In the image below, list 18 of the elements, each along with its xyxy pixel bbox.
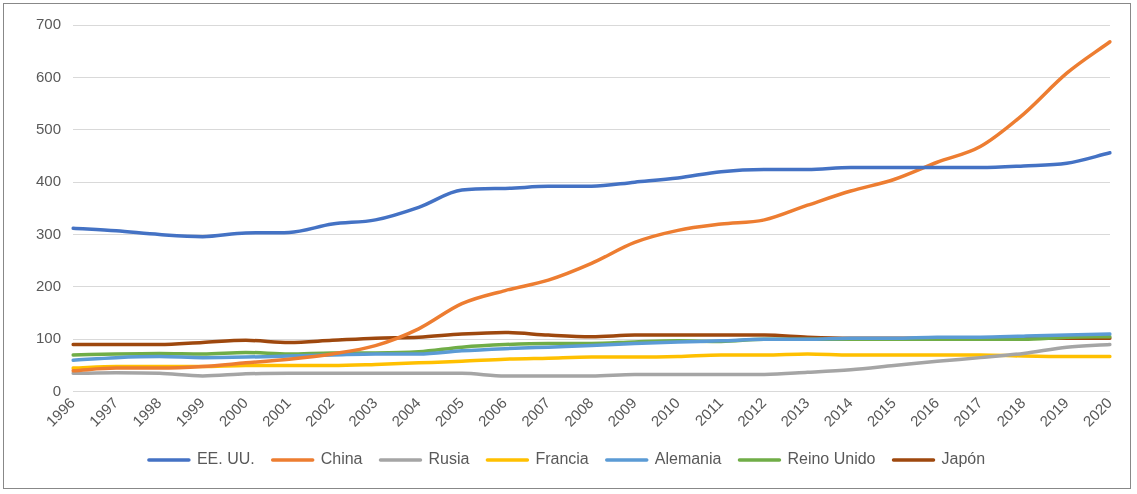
line-series <box>71 342 1112 378</box>
legend-label: Francia <box>535 450 589 468</box>
y-tick-label: 100 <box>36 329 62 347</box>
line-series <box>71 40 1112 373</box>
legend-label: Japón <box>941 450 986 468</box>
y-tick-label: 300 <box>36 224 62 242</box>
y-tick-label: 400 <box>36 172 62 190</box>
y-tick-label: 200 <box>36 277 62 295</box>
legend-label: EE. UU. <box>196 450 255 468</box>
y-tick-label: 500 <box>36 119 62 137</box>
legend-label: Alemania <box>654 450 722 468</box>
y-tick-label: 0 <box>52 381 62 399</box>
y-tick-label: 700 <box>36 15 62 33</box>
legend-label: Rusia <box>428 450 470 468</box>
legend-label: China <box>320 450 363 468</box>
legend-label: Reino Unido <box>787 450 876 468</box>
line-series <box>71 151 1112 239</box>
y-tick-label: 600 <box>36 67 62 85</box>
